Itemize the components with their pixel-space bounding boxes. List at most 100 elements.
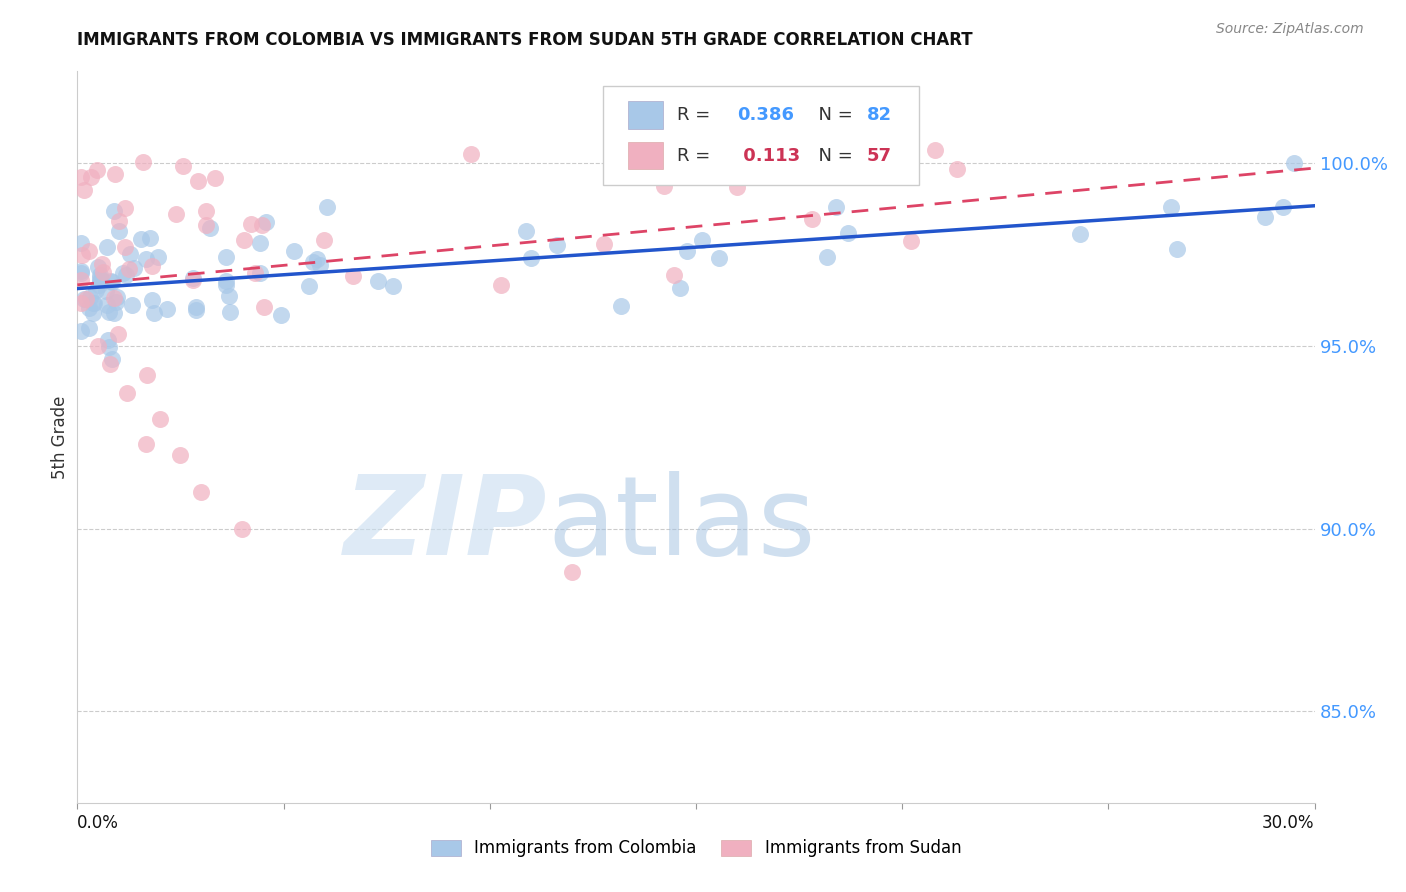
Point: [98, 340, 121, 354]
Point: [87, 277, 110, 292]
Point: [82, 296, 104, 310]
Point: [215, 250, 238, 264]
Point: [84, 283, 107, 297]
Point: [382, 279, 405, 293]
Point: [194, 204, 217, 219]
Point: [243, 266, 266, 280]
Point: [70, 235, 93, 250]
Point: [120, 246, 142, 260]
Point: [1254, 210, 1277, 224]
Text: Source: ZipAtlas.com: Source: ZipAtlas.com: [1216, 22, 1364, 37]
Point: [946, 161, 969, 176]
Point: [316, 200, 339, 214]
Point: [96, 298, 118, 312]
Point: [1271, 200, 1294, 214]
Point: [858, 137, 880, 152]
Point: [89, 270, 111, 285]
Point: [1282, 156, 1305, 170]
Point: [87, 339, 110, 353]
Point: [111, 266, 134, 280]
Point: [132, 155, 155, 169]
Point: [91, 265, 114, 279]
Point: [75, 292, 97, 306]
Point: [146, 250, 169, 264]
Point: [73, 184, 96, 198]
FancyBboxPatch shape: [628, 102, 662, 129]
Text: N =: N =: [807, 106, 859, 124]
Text: atlas: atlas: [547, 471, 815, 578]
Point: [141, 260, 163, 274]
Point: [249, 235, 271, 250]
Point: [105, 289, 128, 303]
Point: [103, 291, 125, 305]
FancyBboxPatch shape: [628, 142, 662, 169]
Point: [312, 233, 335, 247]
Y-axis label: 5th Grade: 5th Grade: [51, 395, 69, 479]
Point: [115, 386, 138, 401]
Point: [118, 262, 141, 277]
Point: [725, 180, 748, 194]
Point: [156, 302, 179, 317]
Point: [89, 268, 111, 282]
Point: [283, 244, 305, 258]
Point: [198, 220, 221, 235]
Point: [342, 268, 364, 283]
Point: [97, 333, 120, 347]
Point: [103, 306, 125, 320]
Point: [100, 352, 122, 367]
Point: [114, 201, 136, 215]
Point: [70, 170, 93, 185]
Point: [609, 299, 631, 313]
Point: [142, 306, 165, 320]
Point: [837, 226, 859, 240]
Point: [194, 218, 217, 232]
Text: IMMIGRANTS FROM COLOMBIA VS IMMIGRANTS FROM SUDAN 5TH GRADE CORRELATION CHART: IMMIGRANTS FROM COLOMBIA VS IMMIGRANTS F…: [77, 31, 973, 49]
Point: [129, 231, 152, 245]
Point: [546, 238, 568, 252]
Point: [252, 300, 274, 314]
Point: [139, 231, 162, 245]
FancyBboxPatch shape: [603, 86, 918, 185]
Point: [186, 300, 208, 314]
Point: [218, 305, 240, 319]
Point: [73, 293, 96, 307]
Point: [89, 274, 111, 288]
Point: [924, 144, 946, 158]
Point: [302, 255, 325, 269]
Point: [520, 252, 543, 266]
Point: [169, 449, 191, 463]
Legend: Immigrants from Colombia, Immigrants from Sudan: Immigrants from Colombia, Immigrants fro…: [425, 832, 967, 864]
Point: [104, 294, 127, 309]
Point: [900, 235, 922, 249]
Point: [98, 357, 121, 371]
Point: [1160, 200, 1182, 214]
Point: [94, 284, 117, 298]
Point: [83, 296, 105, 310]
Text: ZIP: ZIP: [344, 471, 547, 578]
Point: [204, 170, 226, 185]
Point: [70, 264, 93, 278]
Point: [77, 321, 100, 335]
Point: [298, 279, 321, 293]
Point: [707, 251, 730, 265]
Point: [90, 273, 112, 287]
Point: [711, 169, 734, 183]
Point: [87, 260, 110, 275]
Point: [181, 273, 204, 287]
Point: [114, 240, 136, 254]
Point: [190, 485, 212, 500]
Point: [460, 147, 482, 161]
Point: [90, 257, 112, 271]
Point: [96, 240, 118, 254]
Point: [70, 266, 93, 280]
Point: [107, 327, 129, 342]
Point: [307, 252, 329, 266]
Text: 0.386: 0.386: [737, 106, 794, 124]
Point: [232, 234, 254, 248]
Text: N =: N =: [807, 146, 859, 164]
Text: R =: R =: [678, 146, 717, 164]
Point: [122, 260, 145, 275]
Point: [664, 268, 686, 282]
Point: [183, 270, 205, 285]
Point: [1069, 227, 1091, 241]
